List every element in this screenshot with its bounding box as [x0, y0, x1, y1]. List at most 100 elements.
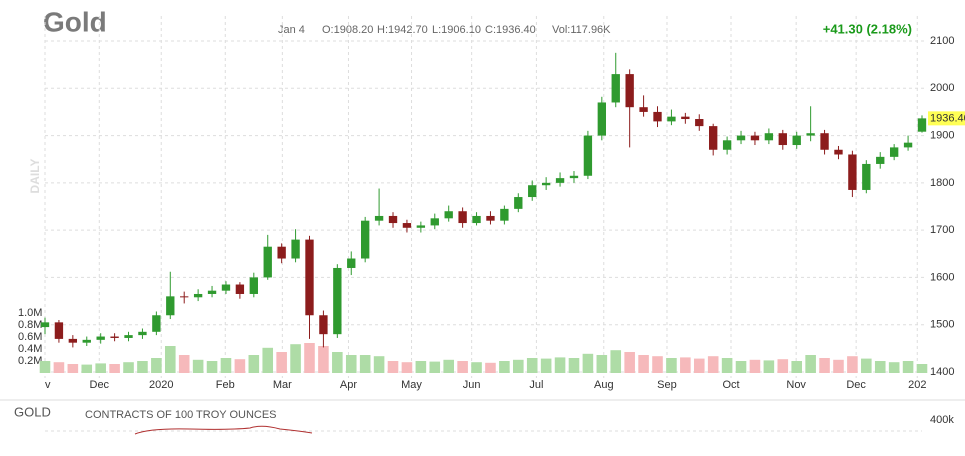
x-tick-label: Feb [216, 379, 235, 391]
candle-body [54, 322, 64, 339]
volume-tick-label: 0.8M [18, 319, 42, 331]
volume-tick-label: 0.4M [18, 343, 42, 355]
y-tick-label: 1900 [930, 129, 954, 141]
header-close: C:1936.40 [485, 24, 536, 36]
volume-bar [401, 362, 413, 373]
volume-bar [192, 359, 204, 373]
volume-tick-label: 0.2M [18, 355, 42, 367]
volume-tick-label: 1.0M [18, 307, 42, 319]
candle-body [249, 277, 258, 294]
volume-bar [415, 361, 427, 373]
volume-bar [429, 361, 441, 373]
volume-bar [513, 359, 524, 373]
last-price-tag [928, 111, 965, 126]
x-tick-label: Jul [529, 379, 543, 391]
period-label: DAILY [28, 159, 42, 194]
candle-body [430, 218, 439, 226]
volume-bar [861, 358, 872, 373]
candle-body [374, 215, 384, 221]
candle-body [792, 135, 801, 146]
candle-body [166, 296, 175, 316]
volume-bar [95, 363, 106, 373]
candle-body [500, 208, 509, 221]
candle-body [722, 140, 732, 150]
volume-bar [916, 364, 928, 373]
x-tick-label: 202 [908, 379, 926, 391]
volume-bar [109, 364, 120, 373]
x-tick-label: 2020 [149, 379, 173, 391]
volume-bar [290, 344, 301, 373]
volume-bar [805, 355, 816, 373]
candle-body [472, 215, 481, 224]
candle-body [360, 220, 370, 259]
volume-bar [137, 361, 148, 373]
candle-body [834, 149, 843, 155]
header-volume: Vol:117.96K [552, 24, 611, 36]
candle-body [736, 135, 746, 141]
last-price-label: 1936.40 [930, 112, 965, 124]
candle-body [889, 147, 899, 157]
candle-body [68, 338, 78, 343]
x-tick-label: Dec [846, 379, 866, 391]
y-tick-label: 2000 [930, 82, 954, 94]
candle-body [876, 156, 885, 164]
candle-body [416, 225, 426, 228]
candle-body [193, 293, 203, 298]
volume-bar [345, 355, 357, 373]
candle-body [541, 182, 551, 186]
candle-body [653, 111, 662, 122]
y-tick-label: 2100 [930, 35, 954, 47]
x-tick-label: Oct [722, 379, 739, 391]
candle-body [848, 154, 857, 190]
volume-bar [318, 346, 329, 373]
candle-body [207, 290, 217, 294]
volume-bar [554, 357, 566, 373]
y-tick-label: 1600 [930, 271, 954, 283]
candle-body [611, 74, 620, 103]
candle-body [486, 215, 495, 221]
x-tick-label: Jun [463, 379, 481, 391]
volume-bar [680, 357, 691, 373]
volume-bar [624, 352, 635, 373]
volume-bar [151, 358, 162, 373]
volume-bar [485, 362, 496, 373]
candle-body [555, 178, 565, 183]
candle-body [681, 116, 690, 120]
candle-body [917, 118, 927, 132]
volume-bar [777, 359, 789, 373]
x-tick-label: Apr [340, 379, 357, 391]
volume-bar [387, 361, 399, 373]
x-tick-label: v [45, 379, 51, 391]
volume-bar [568, 358, 580, 373]
open-interest-line [134, 425, 313, 435]
volume-bar [164, 346, 176, 373]
candle-body [388, 215, 398, 224]
candle-body [305, 239, 314, 316]
x-tick-label: Mar [273, 379, 292, 391]
candle-body [695, 119, 704, 127]
candle-body [263, 246, 272, 278]
footer-description: CONTRACTS OF 100 TROY OUNCES [85, 409, 277, 421]
candle-body [528, 185, 537, 198]
x-tick-label: Aug [594, 379, 614, 391]
candle-body [444, 211, 453, 219]
volume-bar [693, 358, 705, 373]
volume-tick-label: 0.6M [18, 331, 42, 343]
x-tick-label: Dec [90, 379, 110, 391]
volume-bar [471, 362, 482, 373]
chart-title: Gold [43, 6, 107, 37]
candle-body [820, 133, 829, 150]
volume-bar [540, 358, 552, 373]
volume-bar [526, 358, 538, 373]
volume-bar [582, 353, 594, 373]
candle-body [639, 107, 648, 112]
candle-body [235, 284, 245, 294]
candle-body [110, 336, 119, 338]
volume-bar [819, 358, 830, 373]
volume-bar [888, 362, 900, 373]
volume-bar [721, 358, 733, 373]
volume-bar [499, 361, 510, 373]
volume-bar [220, 358, 232, 373]
candle-body [221, 284, 231, 291]
